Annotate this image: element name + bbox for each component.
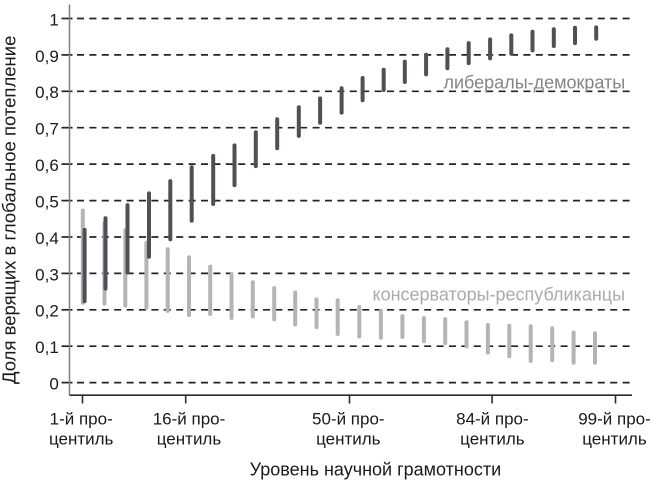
svg-text:центиль: центиль [316, 429, 381, 448]
svg-text:0: 0 [49, 375, 58, 394]
svg-text:центиль: центиль [582, 429, 647, 448]
svg-text:либералы-демократы: либералы-демократы [444, 72, 626, 92]
svg-text:0,5: 0,5 [35, 193, 59, 212]
svg-text:Доля верящих в глобальное поте: Доля верящих в глобальное потепление [0, 36, 20, 384]
svg-text:99-й про-: 99-й про- [578, 409, 651, 428]
svg-text:16-й про-: 16-й про- [153, 409, 226, 428]
svg-text:50-й про-: 50-й про- [312, 409, 385, 428]
svg-text:84-й про-: 84-й про- [456, 409, 529, 428]
svg-text:консерваторы-республиканцы: консерваторы-республиканцы [373, 285, 626, 305]
svg-text:центиль: центиль [460, 429, 525, 448]
svg-text:0,9: 0,9 [35, 47, 59, 66]
svg-text:0,7: 0,7 [35, 120, 59, 139]
svg-text:0,6: 0,6 [35, 156, 59, 175]
svg-text:0,3: 0,3 [35, 265, 59, 284]
svg-text:0,1: 0,1 [35, 338, 59, 357]
svg-text:0,4: 0,4 [35, 229, 59, 248]
svg-text:0,2: 0,2 [35, 302, 59, 321]
svg-text:1-й про-: 1-й про- [50, 409, 113, 428]
svg-text:центиль: центиль [157, 429, 222, 448]
svg-text:1: 1 [49, 10, 58, 29]
svg-text:Уровень научной грамотности: Уровень научной грамотности [250, 459, 502, 479]
svg-text:0,8: 0,8 [35, 83, 59, 102]
svg-text:центиль: центиль [49, 429, 114, 448]
